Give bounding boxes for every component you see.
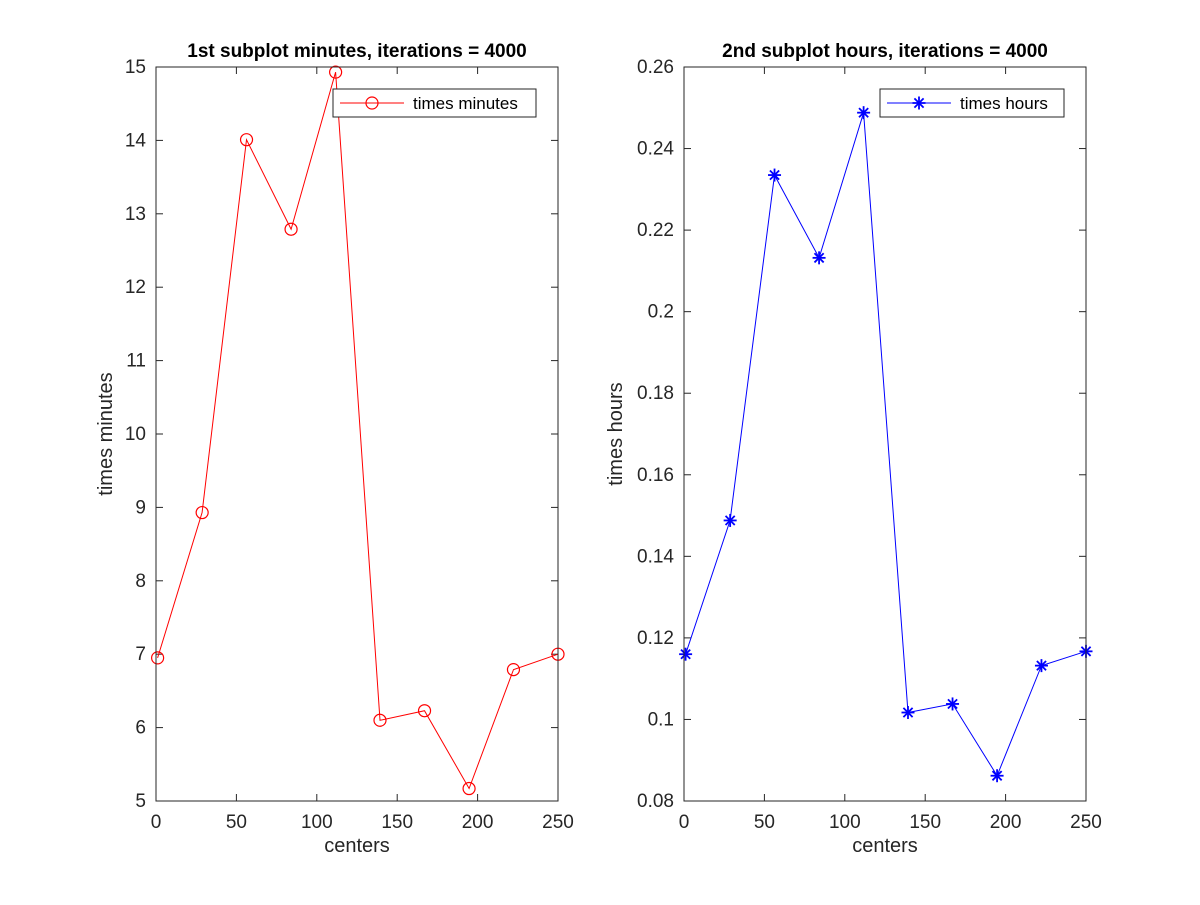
data-point: [901, 706, 915, 720]
y-tick-label: 0.1: [648, 709, 674, 730]
data-point: [329, 65, 343, 79]
x-tick-label: 50: [226, 812, 247, 833]
data-point: [151, 651, 165, 665]
y-tick-label: 10: [125, 424, 146, 445]
plot-area: [684, 67, 1086, 801]
y-tick-label: 12: [125, 277, 146, 298]
series-lines: [157, 71, 559, 790]
data-point: [946, 697, 960, 711]
plot-area: [156, 67, 558, 801]
subplot-minutes: 0 50 100 150 200 250 5 6 7 8 9 10 11 12 13 14 15 1st su…: [95, 41, 574, 857]
y-tick-label: 0.18: [637, 383, 674, 404]
y-tick-label: 9: [135, 497, 146, 518]
y-tick-label: 5: [135, 791, 146, 812]
y-tick-label: 0.14: [637, 546, 674, 567]
y-tick-label: 0.08: [637, 791, 674, 812]
y-tick-label: 15: [125, 57, 146, 78]
x-tick-label: 250: [542, 812, 574, 833]
y-tick-label: 0.12: [637, 628, 674, 649]
x-axis-label: centers: [324, 835, 390, 857]
legend-entry-label: times hours: [960, 94, 1048, 113]
data-point: [990, 769, 1004, 783]
x-tick-label: 50: [754, 812, 775, 833]
data-point: [857, 106, 871, 120]
data-point: [723, 513, 737, 527]
data-point: [417, 704, 432, 718]
x-tick-label: 100: [301, 812, 333, 833]
data-point: [506, 663, 521, 677]
x-tick-label: 100: [829, 812, 861, 833]
chart-title: 1st subplot minutes, iterations = 4000: [187, 41, 526, 62]
y-tick-label: 0.24: [637, 139, 674, 160]
x-tick-labels: 0 50 100 150 200 250: [679, 812, 1102, 833]
series-lines: [685, 112, 1087, 777]
y-tick-label: 0.26: [637, 57, 674, 78]
y-axis-label: times hours: [605, 382, 627, 485]
legend-asterisk-marker-icon: [912, 96, 926, 110]
y-tick-label: 14: [125, 130, 147, 151]
x-tick-label: 150: [909, 812, 941, 833]
x-axis-label: centers: [852, 835, 918, 857]
x-tick-label: 200: [462, 812, 494, 833]
y-tick-label: 0.22: [637, 220, 674, 241]
data-point: [284, 222, 298, 236]
legend-circle-marker-icon: [365, 96, 379, 110]
y-tick-label: 0.16: [637, 465, 674, 486]
y-tick-label: 8: [135, 571, 146, 592]
data-point: [679, 647, 693, 661]
data-point: [195, 505, 209, 520]
data-point: [462, 781, 476, 796]
y-tick-label: 7: [135, 644, 146, 665]
y-tick-labels: 0.08 0.1 0.12 0.14 0.16 0.18 0.2 0.22 0.24 0.26: [637, 57, 674, 812]
legend-asterisk: [912, 96, 926, 110]
x-tick-label: 250: [1070, 812, 1102, 833]
data-point: [768, 168, 782, 182]
y-tick-label: 11: [126, 351, 146, 372]
y-tick-label: 6: [135, 718, 146, 739]
axes-box: [683, 66, 1087, 802]
data-point: [1034, 659, 1048, 673]
legend[interactable]: times minutes: [332, 88, 537, 118]
data-point: [239, 133, 254, 147]
y-tick-labels: 5 6 7 8 9 10 11 12 13 14 15: [125, 57, 147, 812]
y-axis-label: times minutes: [95, 372, 117, 495]
series-line: [685, 112, 1087, 777]
legend[interactable]: times hours: [879, 88, 1065, 118]
x-tick-label: 200: [990, 812, 1022, 833]
data-markers: [679, 106, 1093, 783]
x-tick-labels: 0 50 100 150 200 250: [151, 812, 574, 833]
x-tick-label: 0: [151, 812, 162, 833]
series-line: [157, 71, 559, 790]
axes-box: [155, 66, 559, 802]
x-tick-label: 0: [679, 812, 690, 833]
legend-entry-label: times minutes: [413, 94, 518, 113]
x-tick-label: 150: [381, 812, 413, 833]
data-point: [812, 251, 826, 265]
data-markers: [151, 65, 565, 796]
subplot-hours: 0 50 100 150 200 250 0.080.10.120.140.160.180…: [605, 41, 1102, 857]
y-tick-label: 13: [125, 204, 146, 225]
y-tick-label: 0.2: [648, 302, 674, 323]
chart-title: 2nd subplot hours, iterations = 4000: [722, 41, 1048, 62]
data-point: [373, 713, 387, 727]
